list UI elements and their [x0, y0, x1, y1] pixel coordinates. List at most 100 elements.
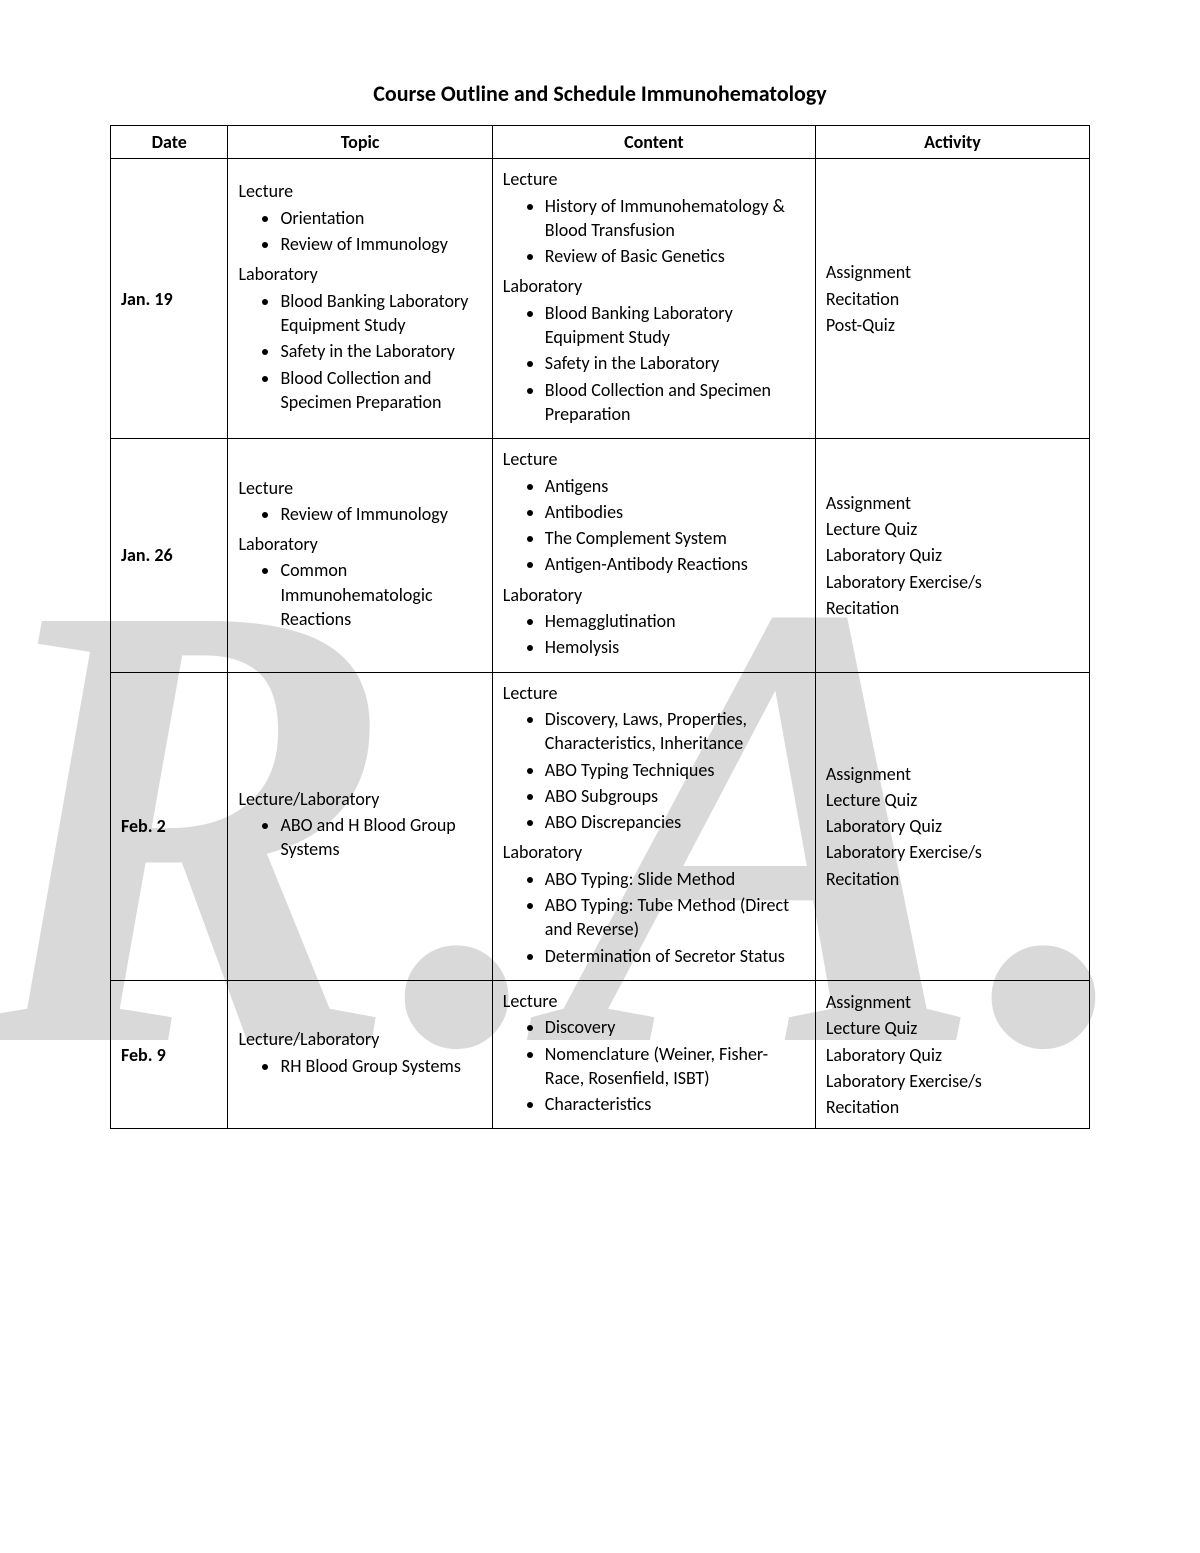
list-item: ABO Discrepancies [545, 810, 805, 834]
activity-cell: AssignmentLecture QuizLaboratory QuizLab… [815, 672, 1089, 980]
col-header-activity: Activity [815, 126, 1089, 159]
list-item: RH Blood Group Systems [280, 1054, 481, 1078]
content-cell: LectureDiscovery, Laws, Properties, Char… [492, 672, 815, 980]
bullet-list: Discovery Nomenclature (Weiner, Fisher-Ra… [503, 1015, 805, 1116]
list-item: Discovery [545, 1015, 805, 1039]
section-label: Laboratory [238, 532, 481, 556]
section-label: Lecture [238, 179, 481, 203]
list-item: Antibodies [545, 500, 805, 524]
date-cell: Feb. 9 [111, 980, 228, 1128]
list-item: Nomenclature (Weiner, Fisher-Race, Rosen… [545, 1042, 805, 1091]
list-item: Safety in the Laboratory [280, 339, 481, 363]
list-item: Antigen-Antibody Reactions [545, 552, 805, 576]
bullet-list: HemagglutinationHemolysis [503, 609, 805, 660]
section-label: Lecture [503, 447, 805, 471]
list-item: History of Immunohematology & Blood Tran… [545, 194, 805, 243]
list-item: Hemolysis [545, 635, 805, 659]
activity-line: Lecture Quiz [826, 1016, 1079, 1040]
activity-cell: Assignment RecitationPost-Quiz [815, 159, 1089, 439]
table-row: Feb. 9 Lecture/Laboratory RH Blood Group S… [111, 980, 1090, 1128]
section-label: Laboratory [503, 274, 805, 298]
activity-line: Lecture Quiz [826, 788, 1079, 812]
activity-line: Recitation [826, 867, 1079, 891]
list-item: ABO Typing: Slide Method [545, 867, 805, 891]
activity-line: Assignment [826, 491, 1079, 515]
activity-line: Laboratory Exercise/s [826, 840, 1079, 864]
list-item: Review of Immunology [280, 502, 481, 526]
section-label: Lecture [503, 167, 805, 191]
bullet-list: Review of Immunology [238, 502, 481, 526]
table-row: Jan. 26LectureReview of ImmunologyLabora… [111, 439, 1090, 672]
col-header-topic: Topic [228, 126, 492, 159]
activity-line: Assignment [826, 260, 1079, 284]
list-item: Blood Banking Laboratory Equipment Study [545, 301, 805, 350]
bullet-list: OrientationReview of Immunology [238, 206, 481, 257]
content-cell: LectureDiscovery Nomenclature (Weiner, Fi… [492, 980, 815, 1128]
section-label: Lecture [238, 476, 481, 500]
list-item: ABO Typing Techniques [545, 758, 805, 782]
bullet-list: AntigensAntibodiesThe Complement SystemA… [503, 474, 805, 577]
activity-line: Laboratory Exercise/s [826, 1069, 1079, 1093]
page-title: Course Outline and Schedule Immunohemato… [110, 80, 1090, 107]
list-item: ABO and H Blood Group Systems [280, 813, 481, 862]
date-cell: Jan. 19 [111, 159, 228, 439]
bullet-list: Blood Banking Laboratory Equipment Study… [503, 301, 805, 426]
topic-cell: Lecture/Laboratory RH Blood Group Systems [228, 980, 492, 1128]
activity-line: Laboratory Exercise/s [826, 570, 1079, 594]
list-item: Common Immunohematologic Reactions [280, 558, 481, 631]
list-item: Review of Basic Genetics [545, 244, 805, 268]
table-body: Jan. 19LectureOrientationReview of Immun… [111, 159, 1090, 1129]
list-item: Review of Immunology [280, 232, 481, 256]
activity-line: Lecture Quiz [826, 517, 1079, 541]
topic-cell: LectureReview of Immunology LaboratoryCom… [228, 439, 492, 672]
list-item: Antigens [545, 474, 805, 498]
section-label: Lecture/Laboratory [238, 787, 481, 811]
activity-line: Recitation [826, 596, 1079, 620]
topic-cell: Lecture/LaboratoryABO and H Blood Group … [228, 672, 492, 980]
bullet-list: Common Immunohematologic Reactions [238, 558, 481, 631]
list-item: Discovery, Laws, Properties, Characteris… [545, 707, 805, 756]
table-row: Jan. 19 Lecture OrientationReview of Immun… [111, 159, 1090, 439]
date-cell: Jan. 26 [111, 439, 228, 672]
bullet-list: Blood Banking Laboratory Equipment Study… [238, 289, 481, 414]
section-label: Lecture [503, 989, 805, 1013]
section-label: Lecture [503, 681, 805, 705]
list-item: Blood Collection and Specimen Preparatio… [280, 366, 481, 415]
topic-cell: Lecture OrientationReview of Immunology La… [228, 159, 492, 439]
table-row: Feb. 2Lecture/LaboratoryABO and H Blood … [111, 672, 1090, 980]
schedule-table: Date Topic Content Activity Jan. 19Lectu… [110, 125, 1090, 1129]
list-item: Orientation [280, 206, 481, 230]
list-item: Characteristics [545, 1092, 805, 1116]
activity-line: Assignment [826, 990, 1079, 1014]
section-label: Lecture/Laboratory [238, 1027, 481, 1051]
activity-line: Recitation [826, 287, 1079, 311]
list-item: Blood Collection and Specimen Preparatio… [545, 378, 805, 427]
date-cell: Feb. 2 [111, 672, 228, 980]
activity-line: Recitation [826, 1095, 1079, 1119]
list-item: ABO Typing: Tube Method (Direct and Reve… [545, 893, 805, 942]
content-cell: Lecture History of Immunohematology & Blo… [492, 159, 815, 439]
list-item: Hemagglutination [545, 609, 805, 633]
activity-line: Assignment [826, 762, 1079, 786]
bullet-list: Discovery, Laws, Properties, Characteris… [503, 707, 805, 834]
section-label: Laboratory [503, 583, 805, 607]
activity-cell: AssignmentLecture QuizLaboratory QuizLab… [815, 980, 1089, 1128]
list-item: ABO Subgroups [545, 784, 805, 808]
list-item: The Complement System [545, 526, 805, 550]
list-item: Safety in the Laboratory [545, 351, 805, 375]
table-header-row: Date Topic Content Activity [111, 126, 1090, 159]
list-item: Determination of Secretor Status [545, 944, 805, 968]
col-header-date: Date [111, 126, 228, 159]
bullet-list: History of Immunohematology & Blood Tran… [503, 194, 805, 269]
activity-line: Post-Quiz [826, 313, 1079, 337]
bullet-list: RH Blood Group Systems [238, 1054, 481, 1078]
section-label: Laboratory [503, 840, 805, 864]
col-header-content: Content [492, 126, 815, 159]
bullet-list: ABO Typing: Slide MethodABO Typing: Tube… [503, 867, 805, 968]
activity-cell: AssignmentLecture QuizLaboratory Quiz Lab… [815, 439, 1089, 672]
activity-line: Laboratory Quiz [826, 814, 1079, 838]
section-label: Laboratory [238, 262, 481, 286]
bullet-list: ABO and H Blood Group Systems [238, 813, 481, 862]
list-item: Blood Banking Laboratory Equipment Study [280, 289, 481, 338]
activity-line: Laboratory Quiz [826, 543, 1079, 567]
